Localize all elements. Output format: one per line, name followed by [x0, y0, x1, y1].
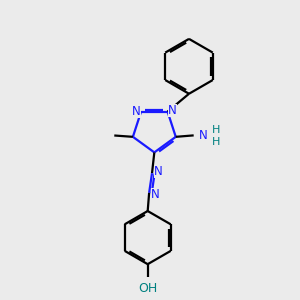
- Text: N: N: [154, 165, 163, 178]
- Text: N: N: [199, 129, 208, 142]
- Text: H: H: [212, 124, 220, 135]
- Text: N: N: [132, 105, 141, 118]
- Text: N: N: [168, 104, 177, 117]
- Text: OH: OH: [138, 282, 157, 296]
- Text: N: N: [151, 188, 160, 201]
- Text: H: H: [212, 137, 220, 147]
